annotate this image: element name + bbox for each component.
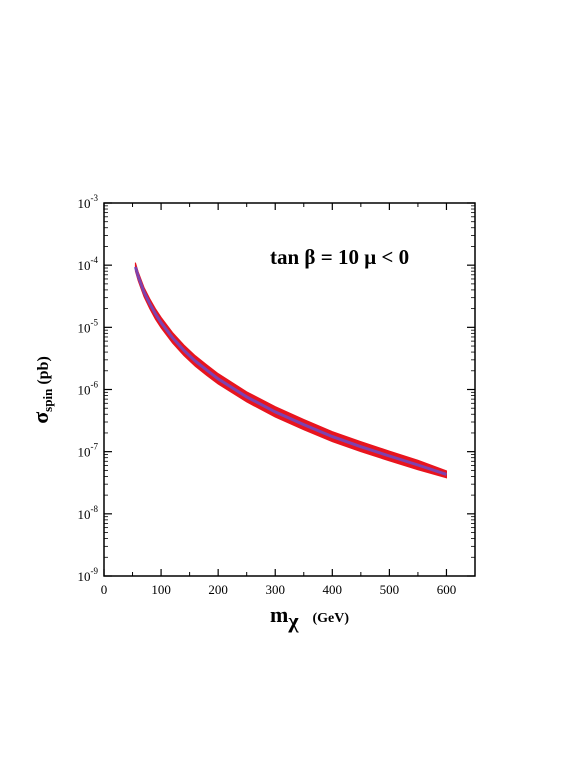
y-axis-label-subscript: spin — [40, 388, 55, 412]
x-axis-label-symbol: χ — [287, 608, 299, 633]
x-tick-label: 0 — [101, 582, 108, 597]
y-tick-label: 10-8 — [78, 504, 99, 522]
x-tick-label: 600 — [437, 582, 457, 597]
x-tick-label: 200 — [208, 582, 228, 597]
svg-text:σspin(pb): σspin (pb) — [28, 356, 55, 424]
y-axis-label: σspin (pb) — [28, 356, 55, 424]
axis-ticks — [103, 202, 475, 577]
y-tick-label: 10-7 — [78, 442, 99, 460]
x-tick-label: 300 — [265, 582, 285, 597]
x-axis-label: mχ (GeV) — [270, 602, 349, 633]
x-axis-label-unit: (GeV) — [313, 611, 350, 626]
y-tick-label: 10-3 — [78, 193, 99, 211]
y-tick-label: 10-4 — [78, 255, 99, 273]
x-axis-label-main: m — [270, 602, 288, 627]
x-tick-label: 500 — [380, 582, 400, 597]
y-tick-label: 10-6 — [78, 380, 99, 398]
annotation: tan β = 10 μ < 0 — [270, 245, 409, 269]
y-tick-label: 10-9 — [78, 566, 99, 584]
y-axis-label-unit: (pb) — [35, 356, 52, 384]
band-area — [134, 262, 447, 479]
x-tick-label: 400 — [323, 582, 343, 597]
band-core-line — [133, 266, 447, 476]
y-axis-label-symbol: σ — [28, 412, 53, 424]
y-tick-labels: 10-9 10-8 10-7 10-6 10-5 10-4 10-3 — [78, 193, 99, 584]
x-tick-labels: 0 100 200 300 400 500 600 — [101, 582, 456, 597]
y-tick-label: 10-5 — [78, 317, 99, 335]
x-tick-label: 100 — [151, 582, 171, 597]
data-band — [133, 262, 447, 479]
